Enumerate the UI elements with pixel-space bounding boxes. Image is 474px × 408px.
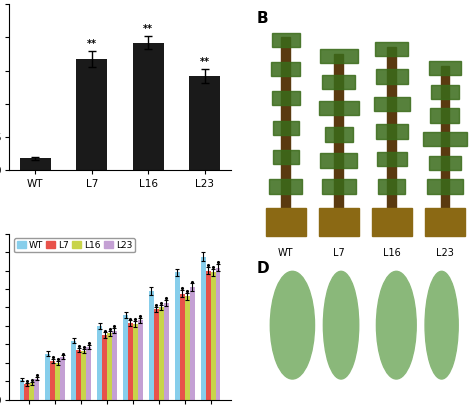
Text: L7: L7 xyxy=(333,248,345,258)
Bar xyxy=(324,180,354,194)
Text: **: ** xyxy=(200,57,210,67)
Text: L23: L23 xyxy=(436,248,454,258)
Ellipse shape xyxy=(270,271,315,379)
Bar xyxy=(86,347,91,400)
Text: WT: WT xyxy=(278,248,293,258)
Bar xyxy=(76,350,81,400)
Bar xyxy=(335,54,343,208)
Bar xyxy=(425,208,465,236)
Bar xyxy=(326,153,352,168)
Bar xyxy=(271,62,301,76)
Text: D: D xyxy=(257,261,270,275)
Bar xyxy=(440,66,449,208)
Bar xyxy=(210,273,216,400)
Bar xyxy=(323,75,355,89)
Bar xyxy=(149,291,154,400)
Bar xyxy=(271,150,301,164)
Ellipse shape xyxy=(323,271,359,379)
Text: L16: L16 xyxy=(387,387,405,397)
Bar xyxy=(112,330,117,400)
Bar xyxy=(269,121,302,135)
Bar xyxy=(206,271,210,400)
Bar xyxy=(272,91,300,106)
Bar xyxy=(55,363,60,400)
Bar xyxy=(190,287,195,400)
Bar xyxy=(25,384,29,400)
Bar xyxy=(164,303,169,400)
Legend: WT, L7, L16, L23: WT, L7, L16, L23 xyxy=(14,238,135,253)
Bar xyxy=(189,76,220,171)
Text: L7: L7 xyxy=(335,387,347,397)
Bar xyxy=(266,208,306,236)
Bar xyxy=(319,127,358,142)
Text: L16: L16 xyxy=(383,248,401,258)
Bar xyxy=(46,354,50,400)
Text: B: B xyxy=(257,11,269,26)
Bar xyxy=(138,320,143,400)
Bar xyxy=(154,309,159,400)
Bar xyxy=(375,97,409,111)
Bar xyxy=(29,383,34,400)
Bar xyxy=(19,158,51,171)
Bar xyxy=(76,59,107,171)
Bar xyxy=(201,257,206,400)
Bar xyxy=(216,268,220,400)
Bar xyxy=(387,47,396,208)
Ellipse shape xyxy=(376,271,416,379)
Bar xyxy=(383,152,401,166)
Bar xyxy=(373,180,410,194)
Bar xyxy=(123,315,128,400)
Bar xyxy=(133,324,138,400)
Bar xyxy=(180,294,185,400)
Bar xyxy=(319,208,359,236)
Bar xyxy=(107,333,112,400)
Bar xyxy=(133,43,164,171)
Bar xyxy=(102,335,107,400)
Bar xyxy=(271,33,301,47)
Ellipse shape xyxy=(425,271,458,379)
Bar xyxy=(430,180,459,194)
Bar xyxy=(185,296,190,400)
Bar xyxy=(372,208,412,236)
Bar xyxy=(433,109,457,122)
Bar xyxy=(428,61,462,75)
Text: WT: WT xyxy=(285,387,300,397)
Bar xyxy=(377,42,407,56)
Bar xyxy=(321,101,356,115)
Bar xyxy=(97,326,102,400)
Bar xyxy=(427,156,463,170)
Bar xyxy=(34,379,39,400)
Bar xyxy=(50,361,55,400)
Bar xyxy=(128,323,133,400)
Bar xyxy=(378,69,406,84)
Bar xyxy=(271,180,301,194)
Bar xyxy=(71,341,76,400)
Bar xyxy=(60,357,65,400)
Bar xyxy=(19,379,25,400)
Bar xyxy=(322,49,356,63)
Bar xyxy=(433,84,456,99)
Bar xyxy=(81,351,86,400)
Bar xyxy=(282,37,290,208)
Text: L23: L23 xyxy=(433,387,451,397)
Bar xyxy=(175,273,180,400)
Text: **: ** xyxy=(143,24,153,34)
Text: **: ** xyxy=(87,39,97,49)
Bar xyxy=(428,132,463,146)
Bar xyxy=(159,308,164,400)
Bar xyxy=(373,124,410,139)
